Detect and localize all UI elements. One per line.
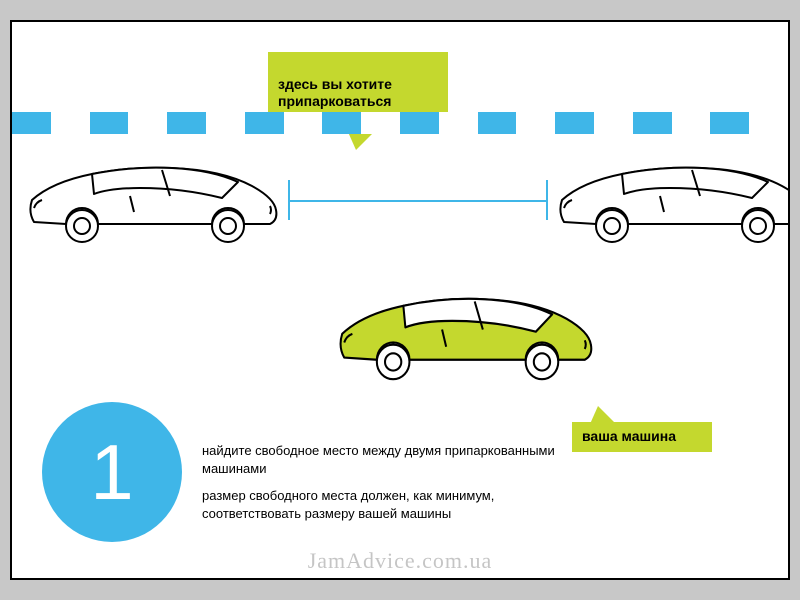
gap-cap-left (288, 180, 290, 220)
callout-tail (590, 406, 616, 424)
callout-text: ваша машина (582, 428, 676, 444)
gap-cap-right (546, 180, 548, 220)
curb-line (12, 112, 788, 134)
instruction-line-2: размер свободного места должен, как мини… (202, 487, 562, 522)
callout-your-car: ваша машина (572, 422, 712, 452)
callout-tail (348, 132, 374, 150)
callout-text: здесь вы хотите припарковаться (278, 76, 392, 110)
step-number-badge: 1 (42, 402, 182, 542)
your-car (332, 282, 597, 390)
parked-car-right (552, 152, 790, 252)
instruction-text: найдите свободное место между двумя прип… (202, 442, 562, 522)
step-number: 1 (90, 427, 133, 518)
gap-measure-line (288, 200, 546, 202)
parked-car-left (22, 152, 282, 252)
watermark: JamAdvice.com.ua (308, 548, 493, 574)
instruction-line-1: найдите свободное место между двумя прип… (202, 442, 562, 477)
diagram-frame: здесь вы хотите припарковаться (10, 20, 790, 580)
